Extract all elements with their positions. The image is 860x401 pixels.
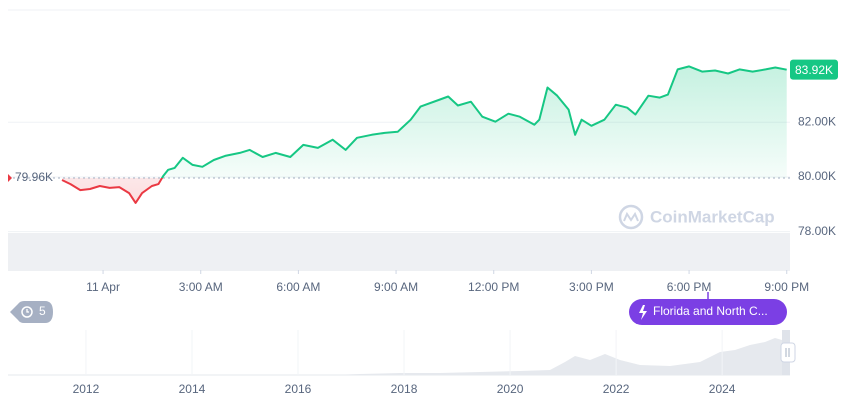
x-tick-label: 3:00 AM bbox=[179, 280, 223, 294]
watermark: CoinMarketCap bbox=[618, 204, 775, 230]
navigator bbox=[8, 330, 796, 376]
y-tick-label: 78.00K bbox=[798, 224, 836, 238]
x-tick-label: 11 Apr bbox=[86, 280, 120, 294]
x-tick-label: 9:00 AM bbox=[374, 280, 418, 294]
y-tick-label: 82.00K bbox=[798, 114, 836, 128]
navigator-tick-label: 2020 bbox=[497, 382, 524, 396]
last-price-badge bbox=[790, 59, 838, 80]
navigator-tick-label: 2024 bbox=[709, 382, 736, 396]
event-tag[interactable]: Florida and North C... bbox=[629, 292, 787, 325]
x-tick-label: 6:00 AM bbox=[276, 280, 320, 294]
last-price-label: 83.92K bbox=[795, 63, 833, 77]
history-count: 5 bbox=[39, 304, 46, 318]
volume-band bbox=[8, 233, 790, 271]
event-label: Florida and North C... bbox=[653, 304, 768, 318]
baseline-marker bbox=[8, 174, 12, 183]
y-tick-label: 80.00K bbox=[798, 169, 836, 183]
navigator-tick-label: 2012 bbox=[73, 382, 100, 396]
x-tick-label: 9:00 PM bbox=[764, 280, 809, 294]
navigator-tick-label: 2018 bbox=[391, 382, 418, 396]
history-button[interactable]: 5 bbox=[10, 301, 53, 323]
price-line bbox=[61, 65, 787, 204]
watermark-text: CoinMarketCap bbox=[650, 207, 775, 226]
baseline-label: 79.96K bbox=[15, 170, 53, 184]
price-area bbox=[62, 66, 787, 203]
x-tick-label: 3:00 PM bbox=[569, 280, 614, 294]
x-tick-label: 12:00 PM bbox=[468, 280, 519, 294]
navigator-tick-label: 2016 bbox=[285, 382, 312, 396]
navigator-tick-label: 2022 bbox=[603, 382, 630, 396]
navigator-tick-label: 2014 bbox=[179, 382, 206, 396]
x-tick-label: 6:00 PM bbox=[667, 280, 712, 294]
